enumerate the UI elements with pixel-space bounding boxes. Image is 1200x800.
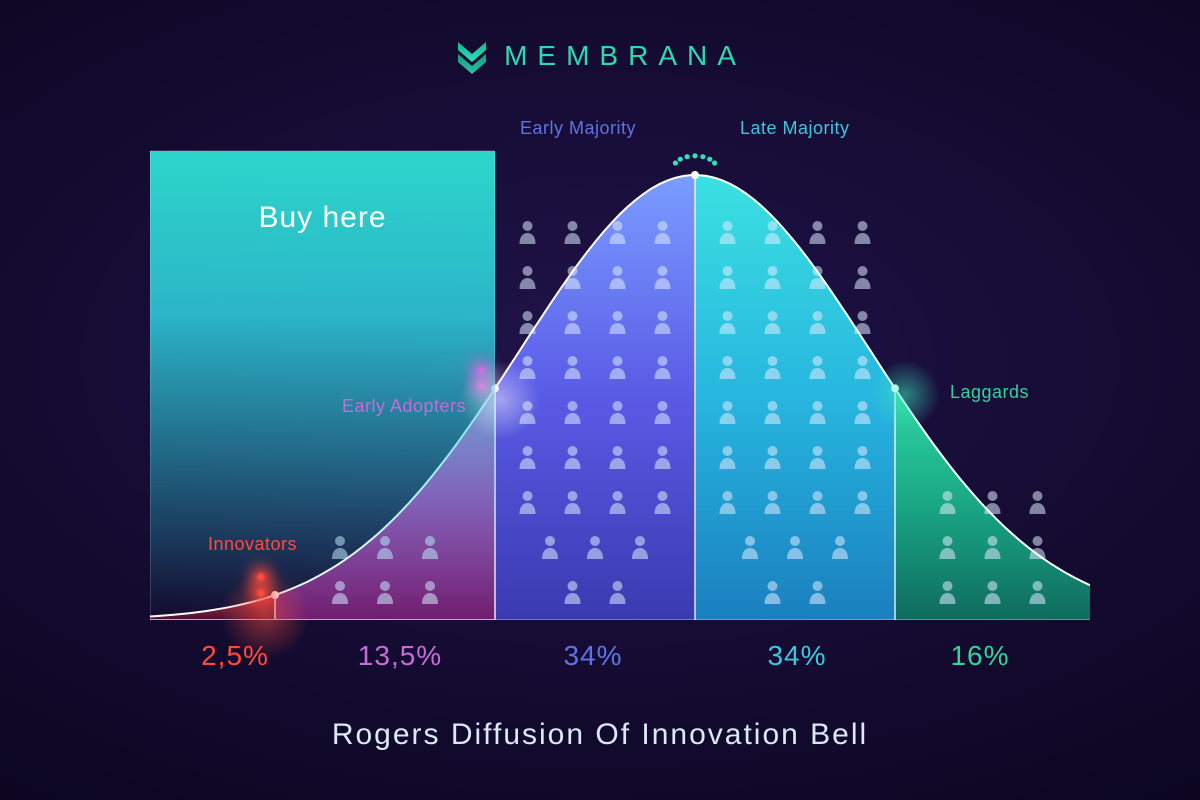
brand-name: MEMBRANA xyxy=(504,40,746,71)
person-icon xyxy=(1030,491,1046,514)
segment-label-innovators: Innovators xyxy=(208,534,297,555)
brand-header: MEMBRANA xyxy=(0,38,1200,74)
person-icon xyxy=(855,266,871,289)
person-icon xyxy=(855,221,871,244)
peak-dot xyxy=(712,160,717,165)
person-icon xyxy=(565,221,581,244)
segment-label-early-adopters: Early Adopters xyxy=(342,396,466,417)
chart-title: Rogers Diffusion Of Innovation Bell xyxy=(0,718,1200,752)
buy-here-box: Buy here xyxy=(150,150,495,620)
segment-label-early-majority: Early Majority xyxy=(520,118,636,139)
marker-dot xyxy=(257,573,265,581)
segment-label-laggards: Laggards xyxy=(950,382,1029,403)
peak-dot xyxy=(678,157,683,162)
marker-dot xyxy=(257,589,265,597)
person-icon xyxy=(810,221,826,244)
percent-early-majority: 34% xyxy=(563,640,622,672)
segment-label-late-majority: Late Majority xyxy=(740,118,850,139)
peak-dot xyxy=(685,154,690,159)
percent-early-adopters: 13,5% xyxy=(358,640,442,672)
logo-icon xyxy=(454,38,490,74)
peak-dot xyxy=(673,160,678,165)
peak-dot xyxy=(707,157,712,162)
peak-dot xyxy=(692,153,697,158)
percent-laggards: 16% xyxy=(950,640,1009,672)
peak-dot xyxy=(700,154,705,159)
person-icon xyxy=(520,221,536,244)
diffusion-bell-chart: Buy here InnovatorsEarly AdoptersEarly M… xyxy=(150,150,1090,620)
percent-late-majority: 34% xyxy=(767,640,826,672)
percent-innovators: 2,5% xyxy=(201,640,269,672)
person-icon xyxy=(520,266,536,289)
